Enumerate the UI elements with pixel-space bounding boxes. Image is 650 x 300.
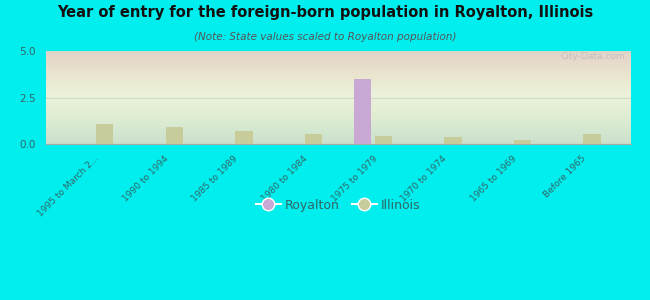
Bar: [96, 124, 113, 144]
Text: City-Data.com: City-Data.com: [560, 52, 625, 61]
Text: Year of entry for the foreign-born population in Royalton, Illinois: Year of entry for the foreign-born popul…: [57, 4, 593, 20]
Bar: [354, 79, 371, 144]
Text: (Note: State values scaled to Royalton population): (Note: State values scaled to Royalton p…: [194, 32, 456, 41]
Bar: [305, 134, 322, 144]
Bar: [374, 136, 392, 144]
Bar: [514, 140, 531, 144]
Bar: [166, 127, 183, 144]
Bar: [444, 137, 462, 144]
Bar: [584, 134, 601, 144]
Legend: Royalton, Illinois: Royalton, Illinois: [251, 194, 425, 217]
Bar: [235, 131, 253, 144]
